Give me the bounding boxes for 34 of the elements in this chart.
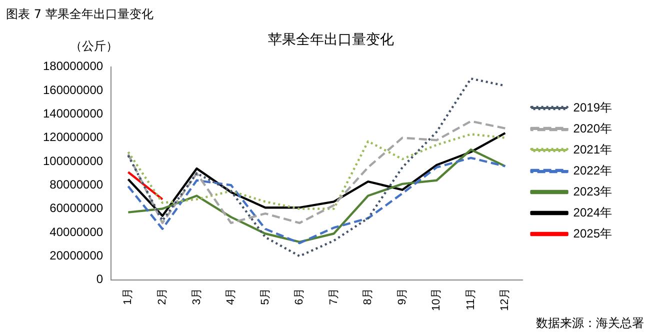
legend-label: 2020年 xyxy=(573,121,612,136)
y-tick-label: 0 xyxy=(96,272,104,286)
legend-label: 2025年 xyxy=(573,226,612,240)
x-tick-label: 1月 xyxy=(122,288,134,305)
legend-label: 2024年 xyxy=(573,205,612,220)
x-tick-label: 8月 xyxy=(362,288,374,305)
line-series xyxy=(127,120,506,224)
x-tick-label: 9月 xyxy=(396,288,408,305)
y-tick-label: 80000000 xyxy=(50,177,104,192)
text: 图表 7 苹果全年出口量变化 xyxy=(6,6,154,23)
y-tick-label: 40000000 xyxy=(50,224,104,239)
y-axis-title: （公斤） xyxy=(70,38,118,55)
x-tick-label: 3月 xyxy=(190,288,203,305)
legend-label: 2023年 xyxy=(573,184,612,198)
chart-title: 苹果全年出口量变化 xyxy=(268,32,394,48)
legend-label: 2022年 xyxy=(573,163,612,178)
x-tick-label: 6月 xyxy=(294,288,306,305)
x-tick-label: 10月 xyxy=(430,288,443,312)
y-tick-label: 140000000 xyxy=(42,106,104,120)
y-tick-label: 20000000 xyxy=(50,248,104,262)
x-tick-label: 2月 xyxy=(156,288,168,305)
legend-label: 2021年 xyxy=(573,142,612,156)
legend-label: 2019年 xyxy=(573,100,612,114)
x-tick-label: 7月 xyxy=(328,288,340,305)
source-note: 数据来源：海关总署 xyxy=(536,315,644,332)
x-tick-label: 5月 xyxy=(259,288,272,305)
x-tick-label: 12月 xyxy=(499,288,512,312)
y-tick-label: 180000000 xyxy=(42,59,104,74)
y-tick-label: 60000000 xyxy=(50,201,104,216)
y-tick-label: 160000000 xyxy=(42,82,104,97)
y-tick-label: 100000000 xyxy=(42,154,104,168)
x-tick-label: 11月 xyxy=(464,288,477,310)
x-tick-label: 4月 xyxy=(225,288,238,305)
y-tick-label: 120000000 xyxy=(42,130,104,144)
